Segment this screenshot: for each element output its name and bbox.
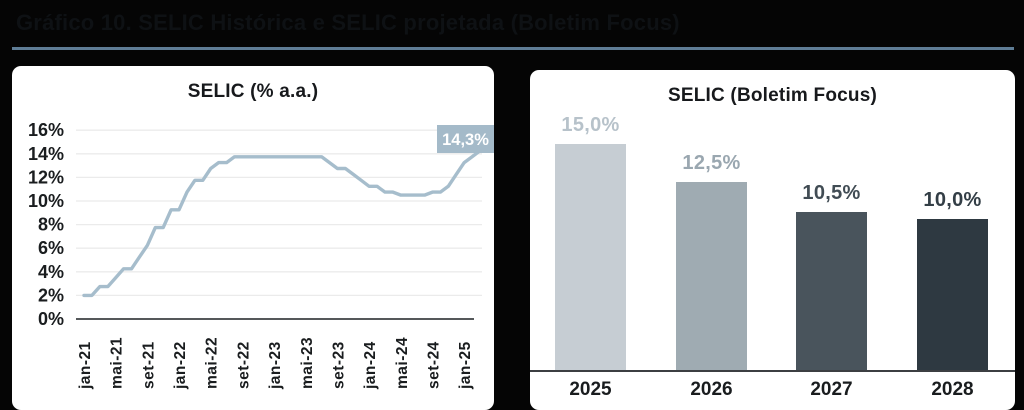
x-tick-label: jan-24 — [362, 341, 379, 390]
line-chart-card: SELIC (% a.a.) 0% 2% 4% 6% 8% 10% 12% 14% 16% jan… — [12, 66, 494, 410]
bar-chart-title: SELIC (Boletim Focus) — [668, 85, 877, 106]
x-tick-label: mai-24 — [394, 337, 411, 389]
x-tick-label: jan-25 — [457, 341, 474, 390]
y-tick-label: 2% — [38, 285, 64, 305]
x-tick-label: set-22 — [235, 341, 252, 389]
bar-value-label: 10,0% — [923, 189, 982, 211]
x-tick-label: set-21 — [140, 341, 157, 389]
bar-2026 — [676, 182, 747, 370]
y-tick-label: 16% — [28, 120, 64, 140]
selic-line-series — [82, 149, 482, 298]
x-tick-label: mai-21 — [109, 337, 126, 389]
y-tick-label: 14% — [28, 144, 64, 164]
bar-2028 — [917, 219, 988, 370]
y-tick-label: 8% — [38, 215, 64, 235]
selic-bar-chart: 15,0% 2025 12,5% 2026 10,5% 2027 10,0% 2028 — [530, 70, 1015, 410]
x-tick-label: 2025 — [569, 379, 612, 400]
x-tick-label: jan-21 — [77, 341, 94, 390]
x-tick-label: set-24 — [426, 341, 443, 389]
y-tick-label: 0% — [38, 309, 64, 329]
x-tick-label: 2026 — [690, 379, 733, 400]
line-chart-title: SELIC (% a.a.) — [187, 81, 319, 102]
x-tick-label: mai-22 — [204, 337, 221, 389]
selic-line-chart: 0% 2% 4% 6% 8% 10% 12% 14% 16% jan-21 mai-21 set-21… — [28, 120, 494, 390]
x-tick-label: jan-22 — [172, 341, 189, 390]
bar-2027 — [796, 212, 867, 370]
y-tick-label: 4% — [38, 262, 64, 282]
y-tick-label: 10% — [28, 191, 64, 211]
x-axis-line — [530, 370, 1015, 372]
bar-value-label: 15,0% — [561, 114, 620, 136]
x-tick-label: mai-23 — [299, 337, 316, 389]
bar-value-label: 10,5% — [802, 182, 861, 204]
y-tick-label: 12% — [28, 167, 64, 187]
page-title: Gráfico 10. SELIC Histórica e SELIC proj… — [16, 10, 680, 35]
bar-value-label: 12,5% — [682, 152, 741, 174]
end-value-label: 14,3% — [442, 131, 489, 149]
x-tick-label: set-23 — [330, 341, 347, 389]
end-value-label-box — [437, 125, 494, 153]
title-divider — [12, 47, 1014, 50]
y-tick-label: 6% — [38, 238, 64, 258]
x-tick-label: jan-23 — [267, 341, 284, 390]
bar-chart-card: SELIC (Boletim Focus) 15,0% 2025 12,5% 2026… — [530, 70, 1015, 410]
x-tick-label: 2027 — [810, 379, 853, 400]
bar-2025 — [555, 144, 626, 370]
x-tick-label: 2028 — [931, 379, 974, 400]
